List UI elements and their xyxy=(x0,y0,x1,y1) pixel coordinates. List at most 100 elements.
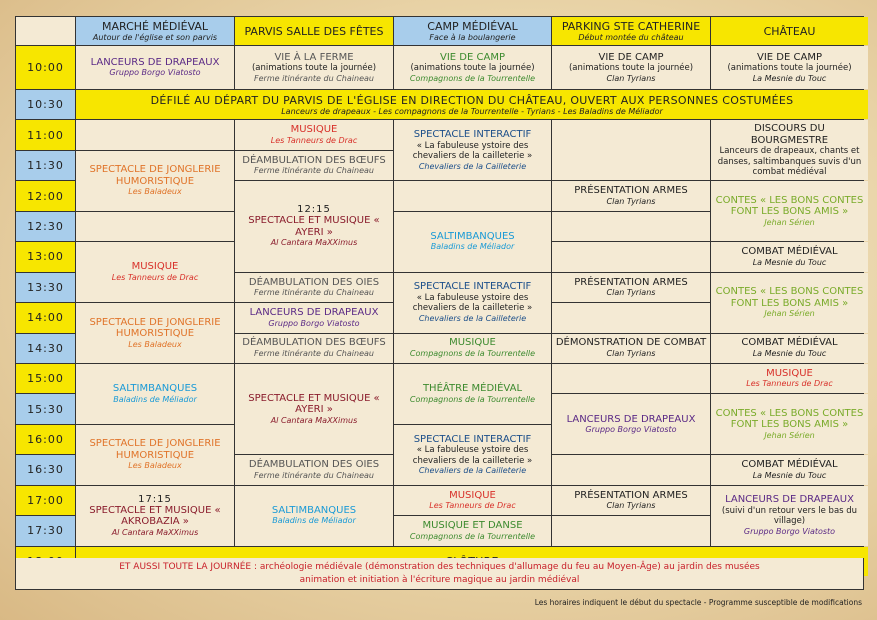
event-description: « La fabuleuse ystoire des chevaliers de… xyxy=(412,140,533,162)
event-title: SPECTACLE INTERACTIF xyxy=(413,129,532,141)
time-slot: 16:00 xyxy=(16,424,75,455)
event-cell: MUSIQUE ET DANSE Compagnons de la Tourren… xyxy=(394,516,551,546)
event-cell: VIE DE CAMP (animations toute la journée)… xyxy=(552,46,710,89)
time-slot: 13:30 xyxy=(16,272,75,303)
event-cell: SPECTACLE DE JONGLERIE HUMORISTIQUE Les B… xyxy=(76,150,234,211)
time-slot: 16:30 xyxy=(16,455,75,485)
event-cell: DÉAMBULATION DES OIES Ferme itinérante du… xyxy=(235,272,393,303)
event-performer: Les Baladeux xyxy=(128,339,182,349)
column-title: PARKING STE CATHERINE xyxy=(561,20,701,33)
all-day-activities: ET AUSSI TOUTE LA JOURNÉE : archéologie … xyxy=(15,558,864,590)
event-cell: SPECTACLE DE JONGLERIE HUMORISTIQUE Les B… xyxy=(76,303,234,363)
event-cell: LANCEURS DE DRAPEAUX (suivi d'un retour v… xyxy=(711,485,868,546)
event-cell: LANCEURS DE DRAPEAUX Gruppo Borgo Viatost… xyxy=(552,394,710,455)
event-title: VIE DE CAMP xyxy=(598,51,664,63)
event-title: MUSIQUE xyxy=(449,337,496,349)
event-performer: Les Tanneurs de Drac xyxy=(429,501,516,511)
empty-cell xyxy=(76,211,234,242)
event-description: Lanceurs de drapeaux, chants et danses, … xyxy=(717,146,862,178)
event-cell: MUSIQUE Compagnons de la Tourrentelle xyxy=(394,333,551,363)
event-cell: PRÉSENTATION ARMES Clan Tyrians xyxy=(552,272,710,303)
event-performer: Clan Tyrians xyxy=(606,501,656,511)
event-title: SPECTACLE INTERACTIF xyxy=(413,433,532,445)
event-cell: PRÉSENTATION ARMES Clan Tyrians xyxy=(552,485,710,516)
event-cell: SPECTACLE INTERACTIF « La fabuleuse ystoi… xyxy=(394,120,551,181)
event-title: COMBAT MÉDIÉVAL xyxy=(741,246,838,258)
event-title: VIE DE CAMP xyxy=(757,51,822,63)
column-header: CHÂTEAU xyxy=(711,17,868,45)
event-title: DÉAMBULATION DES OIES xyxy=(248,276,380,288)
event-performer: Les Tanneurs de Drac xyxy=(270,135,358,145)
event-time: 17:15 xyxy=(138,493,172,505)
event-performer: Chevaliers de la Cailleterie xyxy=(418,161,527,171)
event-title: CONTES « LES BONS CONTES FONT LES BONS A… xyxy=(715,407,864,431)
time-slot: 13:00 xyxy=(16,242,75,272)
event-title: MUSIQUE xyxy=(290,124,338,136)
event-description: « La fabuleuse ystoire des chevaliers de… xyxy=(412,292,533,314)
event-description: (animations toute la journée) xyxy=(568,63,694,73)
event-performer: Clan Tyrians xyxy=(606,73,656,83)
parade-title: DÉFILÉ AU DÉPART DU PARVIS DE L'ÉGLISE E… xyxy=(150,93,794,107)
event-performer: Gruppo Borgo Viatosto xyxy=(109,68,201,78)
event-cell: SALTIMBANQUES Baladins de Méliador xyxy=(76,363,234,424)
event-performer: Clan Tyrians xyxy=(606,348,656,358)
parade-band: DÉFILÉ AU DÉPART DU PARVIS DE L'ÉGLISE E… xyxy=(76,90,868,120)
event-title: SPECTACLE INTERACTIF xyxy=(413,281,532,293)
event-performer: Jehan Sérien xyxy=(764,309,815,319)
time-slot: 10:30 xyxy=(16,90,75,120)
event-title: DÉAMBULATION DES BŒUFS xyxy=(242,154,386,166)
event-performer: Clan Tyrians xyxy=(606,288,656,298)
event-title: DÉAMBULATION DES OIES xyxy=(248,459,380,471)
event-cell: SPECTACLE INTERACTIF « La fabuleuse ystoi… xyxy=(394,424,551,485)
event-description: (animations toute la journée) xyxy=(251,63,377,73)
time-slot: 17:30 xyxy=(16,516,75,546)
event-cell: SPECTACLE DE JONGLERIE HUMORISTIQUE Les B… xyxy=(76,424,234,485)
event-title: SPECTACLE ET MUSIQUE « AYERI » xyxy=(248,392,380,416)
event-title: THÉÂTRE MÉDIÉVAL xyxy=(422,383,523,395)
event-title: SPECTACLE ET MUSIQUE « AKROBAZIA » xyxy=(89,504,221,528)
event-performer: Baladins de Méliador xyxy=(430,242,515,252)
event-title: DÉAMBULATION DES BŒUFS xyxy=(242,337,386,349)
event-cell: 12:15 SPECTACLE ET MUSIQUE « AYERI » Al Ca… xyxy=(235,181,393,272)
time-slot: 17:00 xyxy=(16,485,75,516)
column-header: PARVIS SALLE DES FÊTES xyxy=(235,17,393,45)
empty-cell xyxy=(552,303,710,333)
event-performer: Compagnons de la Tourrentelle xyxy=(409,73,536,83)
event-performer: Ferme itinérante du Chaineau xyxy=(254,470,374,480)
time-slot: 10:00 xyxy=(16,46,75,89)
empty-cell xyxy=(76,120,234,150)
event-performer: Les Baladeux xyxy=(128,461,182,471)
event-title: PRÉSENTATION ARMES xyxy=(574,185,688,197)
event-title: SALTIMBANQUES xyxy=(430,230,515,242)
event-performer: Ferme itinérante du Chaineau xyxy=(254,166,374,176)
event-title: SPECTACLE ET MUSIQUE « AYERI » xyxy=(248,215,380,238)
all-day-line-2: animation et initiation à l'écriture mag… xyxy=(299,574,580,585)
event-time: 12:15 xyxy=(297,204,331,216)
event-performer: Jehan Sérien xyxy=(764,430,815,440)
event-title: LANCEURS DE DRAPEAUX xyxy=(566,413,696,425)
column-title: CAMP MÉDIÉVAL xyxy=(427,20,518,33)
time-slot: 11:30 xyxy=(16,150,75,181)
time-slot: 11:00 xyxy=(16,120,75,150)
event-title: CONTES « LES BONS CONTES FONT LES BONS A… xyxy=(715,286,864,309)
event-title: MUSIQUE xyxy=(766,367,813,379)
event-performer: Clan Tyrians xyxy=(606,196,656,206)
time-slot: 12:30 xyxy=(16,211,75,242)
column-header: MARCHÉ MÉDIÉVAL Autour de l'église et son… xyxy=(76,17,234,45)
column-subtitle: Autour de l'église et son parvis xyxy=(92,33,218,42)
event-cell: THÉÂTRE MÉDIÉVAL Compagnons de la Tourren… xyxy=(394,363,551,424)
column-title: PARVIS SALLE DES FÊTES xyxy=(244,24,384,38)
event-title: PRÉSENTATION ARMES xyxy=(574,276,688,288)
event-cell: VIE DE CAMP (animations toute la journée)… xyxy=(394,46,551,89)
event-title: SALTIMBANQUES xyxy=(112,383,198,395)
event-title: COMBAT MÉDIÉVAL xyxy=(741,459,838,471)
event-cell: COMBAT MÉDIÉVAL La Mesnie du Touc xyxy=(711,455,868,485)
event-performer: Baladins de Méliador xyxy=(113,394,197,404)
event-description: (animations toute la journée) xyxy=(410,63,535,73)
event-title: LANCEURS DE DRAPEAUX xyxy=(725,494,854,506)
empty-cell xyxy=(394,181,551,211)
event-cell: DÉAMBULATION DES BŒUFS Ferme itinérante d… xyxy=(235,333,393,363)
empty-cell xyxy=(552,211,710,242)
column-subtitle: Face à la boulangerie xyxy=(429,33,516,42)
event-description: « La fabuleuse ystoire des chevaliers de… xyxy=(412,445,533,466)
